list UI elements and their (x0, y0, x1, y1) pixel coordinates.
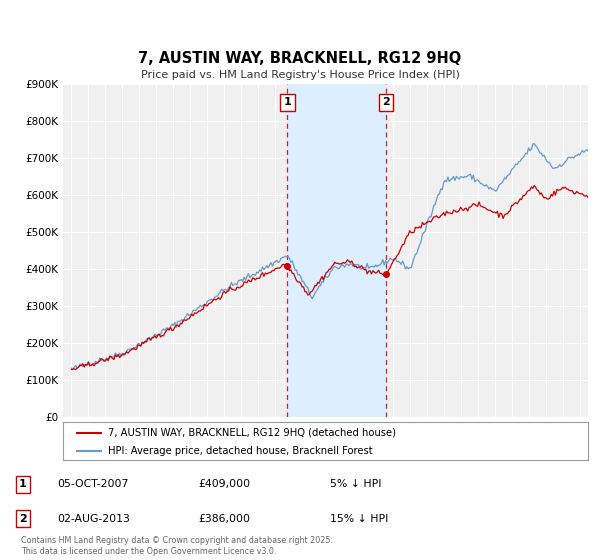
Text: 7, AUSTIN WAY, BRACKNELL, RG12 9HQ (detached house): 7, AUSTIN WAY, BRACKNELL, RG12 9HQ (deta… (107, 428, 395, 438)
Text: 5% ↓ HPI: 5% ↓ HPI (330, 479, 382, 489)
Text: 1: 1 (284, 97, 291, 108)
Text: HPI: Average price, detached house, Bracknell Forest: HPI: Average price, detached house, Brac… (107, 446, 372, 456)
Text: Contains HM Land Registry data © Crown copyright and database right 2025.
This d: Contains HM Land Registry data © Crown c… (21, 536, 333, 556)
Text: Price paid vs. HM Land Registry's House Price Index (HPI): Price paid vs. HM Land Registry's House … (140, 69, 460, 80)
Text: 02-AUG-2013: 02-AUG-2013 (57, 514, 130, 524)
Text: 1: 1 (19, 479, 26, 489)
Text: 2: 2 (382, 97, 390, 108)
Bar (287, 84, 386, 417)
Text: £409,000: £409,000 (198, 479, 250, 489)
Text: 15% ↓ HPI: 15% ↓ HPI (330, 514, 388, 524)
Text: 05-OCT-2007: 05-OCT-2007 (57, 479, 128, 489)
Text: 7, AUSTIN WAY, BRACKNELL, RG12 9HQ: 7, AUSTIN WAY, BRACKNELL, RG12 9HQ (139, 50, 461, 66)
Text: 2: 2 (19, 514, 26, 524)
Text: £386,000: £386,000 (198, 514, 250, 524)
